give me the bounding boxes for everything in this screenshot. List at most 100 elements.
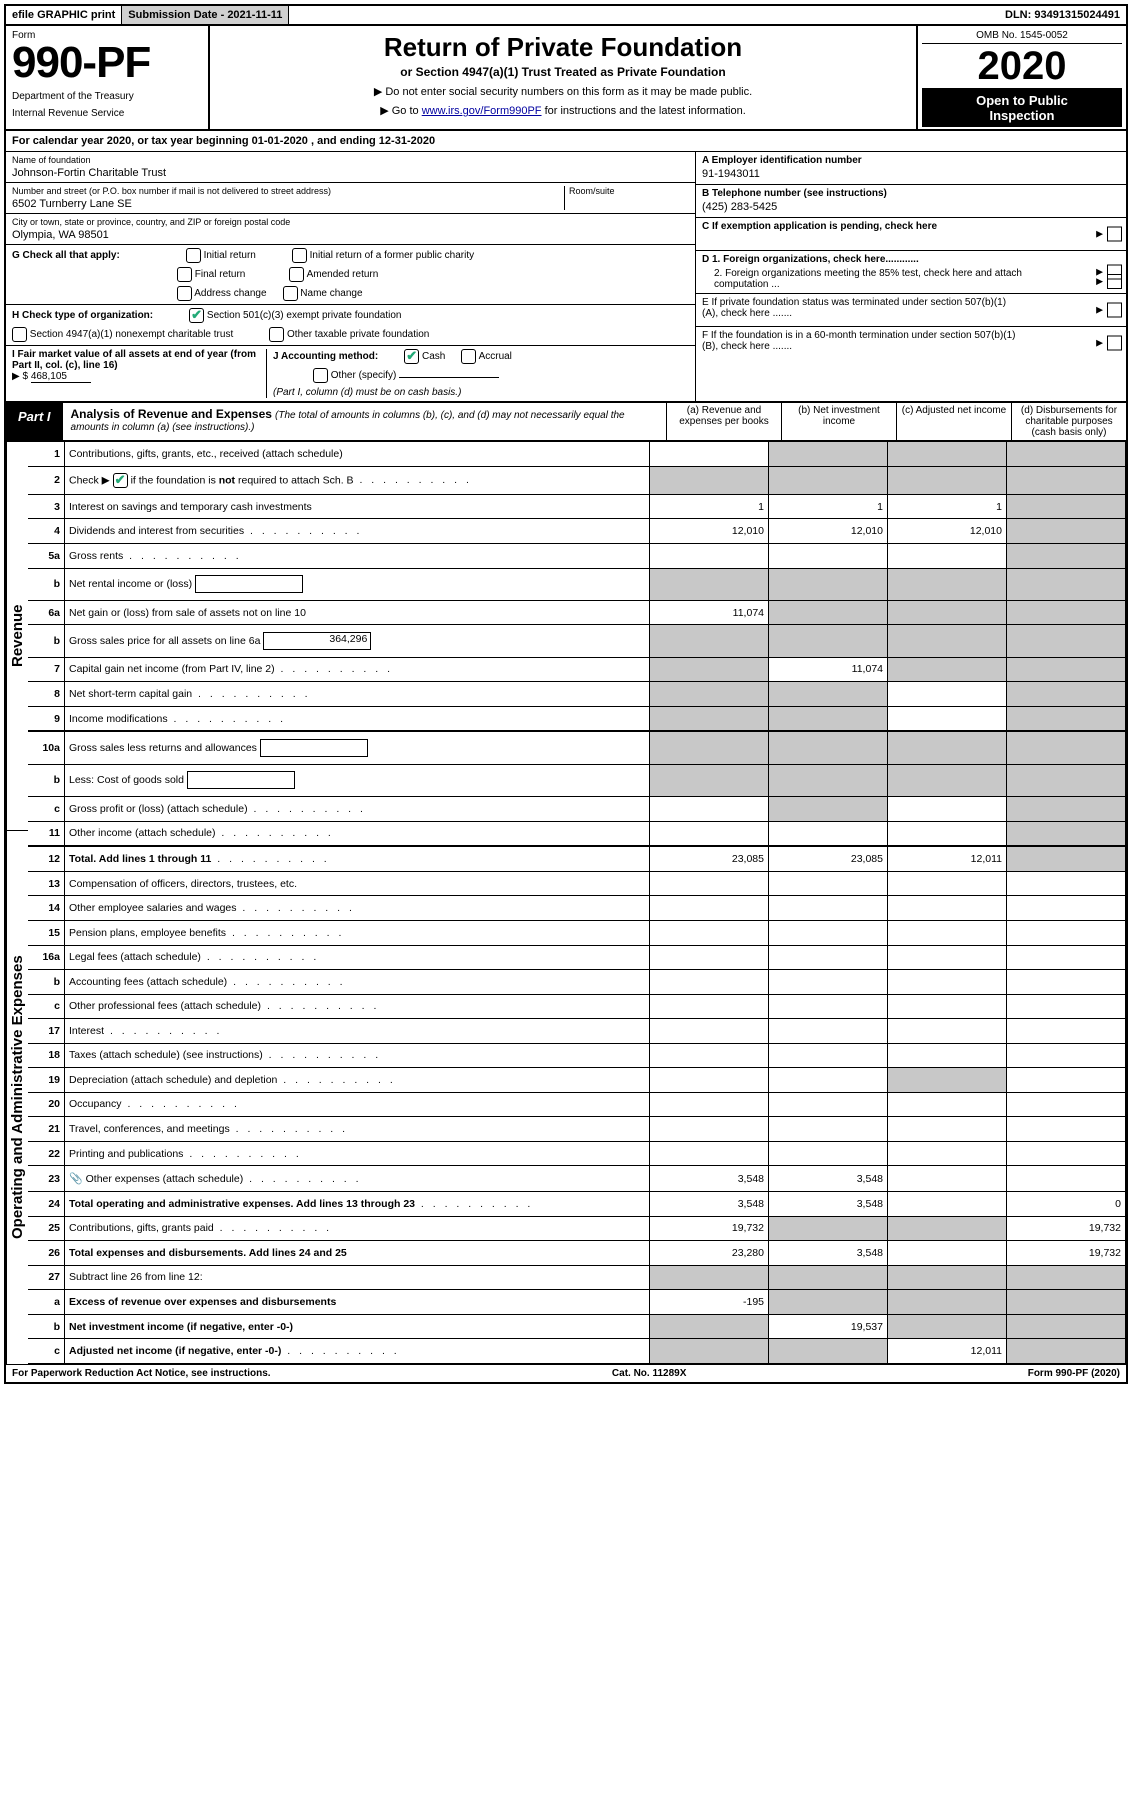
chk-addr-change[interactable] xyxy=(177,286,192,301)
line-number: 4 xyxy=(28,519,65,544)
col-c xyxy=(888,1192,1007,1217)
line-desc: Other expenses (attach schedule) xyxy=(65,1166,650,1192)
foundation-name: Johnson-Fortin Charitable Trust xyxy=(12,167,689,179)
col-c xyxy=(888,764,1007,796)
col-c xyxy=(888,945,1007,970)
col-dd xyxy=(1007,519,1126,544)
col-dd xyxy=(1007,1290,1126,1315)
col-c xyxy=(888,921,1007,946)
col-a: 3,548 xyxy=(650,1166,769,1192)
col-c xyxy=(888,896,1007,921)
line-15: 15Pension plans, employee benefits xyxy=(28,921,1126,946)
line-number: 23 xyxy=(28,1166,65,1192)
col-dd xyxy=(1007,731,1126,764)
part1-tag: Part I xyxy=(6,403,63,440)
col-b: 19,537 xyxy=(769,1314,888,1339)
col-a xyxy=(650,994,769,1019)
line-desc: Net gain or (loss) from sale of assets n… xyxy=(65,600,650,625)
line-number: 1 xyxy=(28,442,65,467)
chk-name-change[interactable] xyxy=(283,286,298,301)
col-dd xyxy=(1007,568,1126,600)
form-link[interactable]: www.irs.gov/Form990PF xyxy=(422,105,542,117)
line-desc: Other income (attach schedule) xyxy=(65,821,650,846)
col-a: 19,732 xyxy=(650,1216,769,1241)
line-number: 19 xyxy=(28,1068,65,1093)
col-a xyxy=(650,544,769,569)
line-2: 2Check ▶ if the foundation is not requir… xyxy=(28,466,1126,494)
line-number: 2 xyxy=(28,466,65,494)
col-c xyxy=(888,625,1007,657)
chk-final[interactable] xyxy=(177,267,192,282)
col-b: 3,548 xyxy=(769,1241,888,1266)
line-desc: Accounting fees (attach schedule) xyxy=(65,970,650,995)
chk-other-taxable[interactable] xyxy=(269,327,284,342)
line-1: 1Contributions, gifts, grants, etc., rec… xyxy=(28,442,1126,467)
phone: (425) 283-5425 xyxy=(702,201,1120,213)
col-b xyxy=(769,466,888,494)
footer-left: For Paperwork Reduction Act Notice, see … xyxy=(12,1368,271,1379)
col-a xyxy=(650,625,769,657)
col-dd xyxy=(1007,466,1126,494)
line-number: 24 xyxy=(28,1192,65,1217)
open-public: Open to Public Inspection xyxy=(922,89,1122,127)
col-a xyxy=(650,1092,769,1117)
line-24: 24Total operating and administrative exp… xyxy=(28,1192,1126,1217)
col-c xyxy=(888,1141,1007,1166)
col-b-head: (b) Net investment income xyxy=(781,403,896,440)
line-number: 25 xyxy=(28,1216,65,1241)
city-state-zip: Olympia, WA 98501 xyxy=(12,229,689,241)
col-b xyxy=(769,600,888,625)
col-dd xyxy=(1007,896,1126,921)
chk-4947[interactable] xyxy=(12,327,27,342)
line-number: 17 xyxy=(28,1019,65,1044)
section-f: F If the foundation is in a 60-month ter… xyxy=(696,327,1126,359)
line-desc: Gross sales less returns and allowances xyxy=(65,731,650,764)
part1-body: Revenue Operating and Administrative Exp… xyxy=(6,441,1126,1364)
chk-accrual[interactable] xyxy=(461,349,476,364)
line-desc: Contributions, gifts, grants, etc., rece… xyxy=(65,442,650,467)
room-suite-label: Room/suite xyxy=(569,186,689,196)
chk-d2[interactable] xyxy=(1107,274,1122,289)
line-desc: Depreciation (attach schedule) and deple… xyxy=(65,1068,650,1093)
line-17: 17Interest xyxy=(28,1019,1126,1044)
col-a xyxy=(650,657,769,682)
col-c xyxy=(888,1019,1007,1044)
col-dd: 0 xyxy=(1007,1192,1126,1217)
line-number: 7 xyxy=(28,657,65,682)
chk-initial-former[interactable] xyxy=(292,248,307,263)
line-desc: Net investment income (if negative, ente… xyxy=(65,1314,650,1339)
chk-f[interactable] xyxy=(1107,336,1122,351)
submission-date: Submission Date - 2021-11-11 xyxy=(122,6,289,24)
col-dd xyxy=(1007,1068,1126,1093)
chk-cash[interactable] xyxy=(404,349,419,364)
col-c: 12,010 xyxy=(888,519,1007,544)
address-cell: Number and street (or P.O. box number if… xyxy=(6,183,695,214)
col-dd xyxy=(1007,1339,1126,1364)
form-number: 990-PF xyxy=(12,41,202,85)
chk-501c3[interactable] xyxy=(189,308,204,323)
col-c: 12,011 xyxy=(888,846,1007,871)
col-c xyxy=(888,682,1007,707)
line-desc: Net short-term capital gain xyxy=(65,682,650,707)
col-c xyxy=(888,970,1007,995)
chk-schb[interactable] xyxy=(113,473,128,488)
line-8: 8Net short-term capital gain xyxy=(28,682,1126,707)
chk-amended[interactable] xyxy=(289,267,304,282)
calendar-year-row: For calendar year 2020, or tax year begi… xyxy=(6,131,1126,152)
col-dd xyxy=(1007,1117,1126,1142)
col-c xyxy=(888,657,1007,682)
chk-other-method[interactable] xyxy=(313,368,328,383)
line-desc: Income modifications xyxy=(65,706,650,731)
line-7: 7Capital gain net income (from Part IV, … xyxy=(28,657,1126,682)
line-14: 14Other employee salaries and wages xyxy=(28,896,1126,921)
chk-e[interactable] xyxy=(1107,303,1122,318)
chk-c[interactable] xyxy=(1107,227,1122,242)
col-a xyxy=(650,682,769,707)
col-b xyxy=(769,731,888,764)
col-b: 23,085 xyxy=(769,846,888,871)
col-dd xyxy=(1007,921,1126,946)
col-b xyxy=(769,682,888,707)
col-dd xyxy=(1007,871,1126,896)
chk-initial[interactable] xyxy=(186,248,201,263)
line-number: a xyxy=(28,1290,65,1315)
